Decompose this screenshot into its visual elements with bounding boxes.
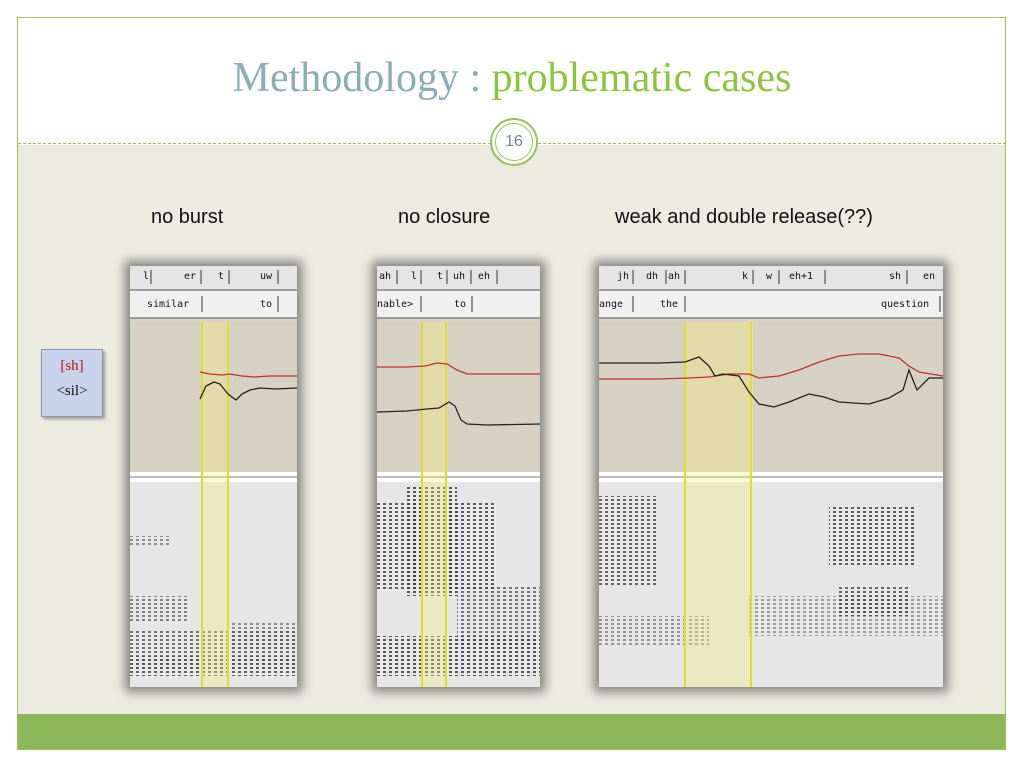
phone-ah: ah [668, 271, 680, 282]
phone-w: w [766, 271, 773, 282]
word-ange: ange [599, 299, 623, 310]
phone-k: k [742, 271, 748, 282]
phone-jh: jh [617, 271, 629, 282]
phone-uw: uw [260, 271, 273, 282]
caption-weak-double-release: weak and double release(??) [615, 206, 873, 228]
word-to: to [260, 299, 272, 310]
slide-title: Methodology : problematic cases [0, 52, 1024, 104]
panel-weak-double-release-figure: jh dh ah k w eh+1 sh en ange the questio… [599, 266, 943, 687]
panel-no-closure-figure: ah l t uh eh nable> to [377, 266, 540, 687]
phone-t: t [437, 271, 443, 282]
caption-no-burst: no burst [151, 206, 224, 228]
legend-sil-label: <sil> [56, 383, 88, 399]
legend-box: [sh] <sil> [41, 349, 103, 417]
panel-no-closure: ah l t uh eh nable> to [377, 266, 540, 687]
page-number-badge: 16 [490, 118, 538, 166]
phone-sh: sh [889, 271, 901, 282]
phone-uh: uh [453, 271, 465, 282]
panel-weak-double-release: jh dh ah k w eh+1 sh en ange the questio… [599, 266, 943, 687]
phone-er: er [184, 271, 196, 282]
panel-no-burst: l er t uw similar to [130, 266, 297, 687]
phone-l: l [411, 271, 417, 282]
phone-l: l [143, 271, 149, 282]
word-the: the [660, 299, 678, 310]
footer-bar [18, 714, 1005, 749]
phone-eh1: eh+1 [789, 271, 813, 282]
phone-eh: eh [478, 271, 490, 282]
phone-t: t [218, 271, 224, 282]
slide-title-part1: Methodology : [232, 55, 492, 101]
phone-ah: ah [379, 271, 391, 282]
panel-no-burst-figure: l er t uw similar to [130, 266, 297, 687]
word-to: to [454, 299, 466, 310]
legend-sh-label: [sh] [60, 358, 84, 374]
caption-no-closure: no closure [398, 206, 491, 228]
word-similar: similar [147, 299, 189, 310]
word-nable: nable> [377, 299, 413, 310]
word-question: question [881, 299, 929, 310]
phone-en: en [923, 271, 935, 282]
page-number: 16 [495, 123, 533, 161]
phone-dh: dh [646, 271, 658, 282]
slide-title-part2: problematic cases [491, 55, 792, 101]
